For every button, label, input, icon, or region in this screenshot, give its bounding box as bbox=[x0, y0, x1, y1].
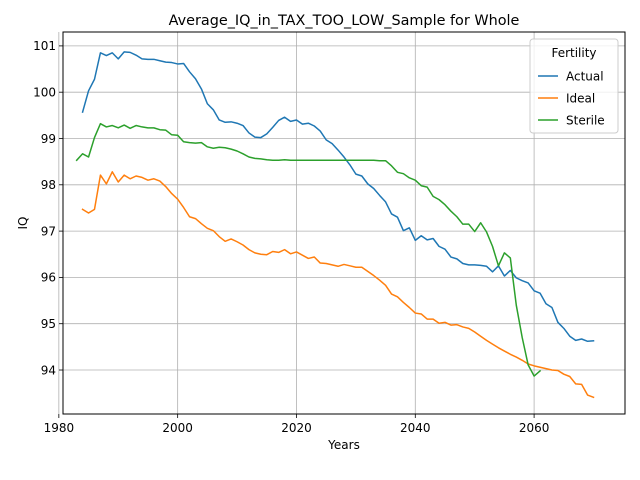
grid-lines bbox=[58, 32, 625, 414]
x-tick-label: 2060 bbox=[519, 421, 550, 435]
y-tick-label: 96 bbox=[41, 271, 56, 285]
x-tick-label: 2020 bbox=[281, 421, 312, 435]
y-tick-label: 95 bbox=[41, 317, 56, 331]
chart-title: Average_IQ_in_TAX_TOO_LOW_Sample for Who… bbox=[169, 13, 520, 29]
axis-ticks: 1980 2000 2020 2040 2060 94 95 96 97 98 99 100 101 bbox=[33, 39, 549, 435]
series-lines bbox=[75, 51, 595, 399]
series-line-ideal bbox=[81, 171, 595, 399]
y-tick-label: 101 bbox=[33, 39, 56, 53]
legend-label-sterile: Sterile bbox=[566, 113, 605, 127]
x-tick-label: 2000 bbox=[162, 421, 193, 435]
x-tick-label: 1980 bbox=[44, 421, 75, 435]
y-tick-label: 94 bbox=[41, 363, 56, 377]
legend-title: Fertility bbox=[551, 46, 596, 60]
legend-label-ideal: Ideal bbox=[566, 91, 595, 105]
y-tick-label: 98 bbox=[41, 178, 56, 192]
series-line-sterile bbox=[75, 122, 542, 377]
x-tick-label: 2040 bbox=[400, 421, 431, 435]
y-tick-label: 100 bbox=[33, 85, 56, 99]
legend-items: Actual Ideal Sterile bbox=[538, 69, 605, 127]
series-line-actual bbox=[81, 51, 595, 343]
legend-box bbox=[529, 38, 619, 134]
plot-frame bbox=[62, 31, 626, 415]
y-tick-label: 99 bbox=[41, 132, 56, 146]
y-axis-title: IQ bbox=[16, 217, 30, 230]
y-tick-label: 97 bbox=[41, 224, 56, 238]
x-axis-title: Years bbox=[327, 438, 360, 452]
legend: Fertility Actual Ideal Sterile bbox=[529, 38, 619, 134]
legend-label-actual: Actual bbox=[566, 69, 604, 83]
